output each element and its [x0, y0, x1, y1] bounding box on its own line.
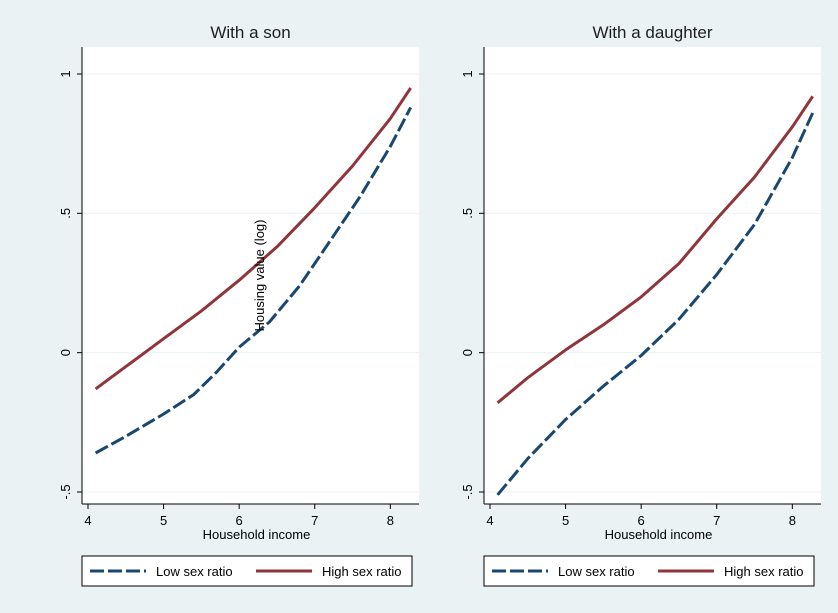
y-tick-label: 0	[460, 349, 475, 356]
series-line-high-sex-ratio	[496, 95, 814, 404]
panel-title: With a son	[210, 23, 290, 42]
series-line-low-sex-ratio	[94, 106, 413, 455]
plot-area	[484, 47, 821, 504]
series-line-low-sex-ratio	[496, 112, 815, 496]
x-tick-label: 7	[713, 513, 720, 528]
x-tick-label: 7	[311, 513, 318, 528]
x-tick-label: 8	[789, 513, 796, 528]
series-line-high-sex-ratio	[94, 87, 412, 391]
x-tick-label: 5	[562, 513, 569, 528]
y-axis-title: Housing value (log)	[252, 219, 267, 331]
y-tick-label: 1	[58, 70, 73, 77]
y-tick-label: .5	[460, 208, 475, 219]
x-tick-label: 6	[638, 513, 645, 528]
chart-panels: -.5 0 .5 1 4 5 6 7 8 Household income With a son Ho…	[58, 23, 821, 587]
plot-area	[82, 47, 419, 504]
y-tick-label: 0	[58, 349, 73, 356]
y-tick-label: -.5	[58, 484, 73, 499]
legend-label-high-sex-ratio: High sex ratio	[322, 564, 401, 579]
x-tick-label: 5	[160, 513, 167, 528]
chart-panel-2: -.5 0 .5 1 4 5 6 7 8 Household income With a daugh…	[460, 23, 821, 587]
chart-panel-1: -.5 0 .5 1 4 5 6 7 8 Household income With a son Ho…	[58, 23, 419, 587]
x-tick-label: 4	[84, 513, 91, 528]
x-tick-label: 8	[387, 513, 394, 528]
legend: Low sex ratio High sex ratio	[483, 555, 815, 587]
legend-label-low-sex-ratio: Low sex ratio	[558, 564, 635, 579]
legend-label-high-sex-ratio: High sex ratio	[724, 564, 803, 579]
x-tick-label: 4	[486, 513, 493, 528]
y-tick-label: .5	[58, 208, 73, 219]
x-tick-label: 6	[236, 513, 243, 528]
x-axis-title: Household income	[605, 527, 713, 542]
y-tick-label: -.5	[460, 484, 475, 499]
y-tick-label: 1	[460, 70, 475, 77]
legend-label-low-sex-ratio: Low sex ratio	[156, 564, 233, 579]
panel-title: With a daughter	[592, 23, 712, 42]
x-axis-title: Household income	[203, 527, 311, 542]
legend: Low sex ratio High sex ratio	[81, 555, 413, 587]
